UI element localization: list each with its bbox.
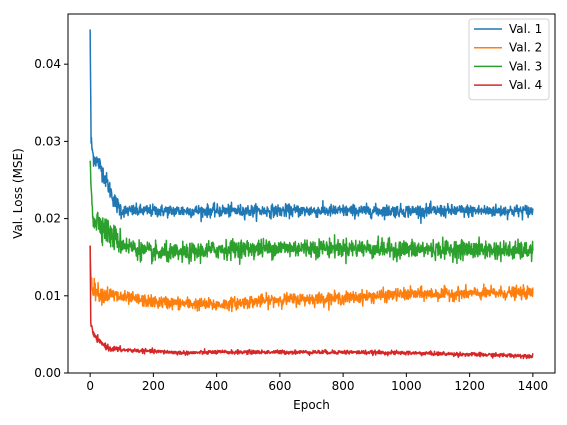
series-line-2 [89,245,534,313]
y-axis: 0.00 0.01 0.02 0.03 0.04 [34,57,68,380]
x-axis-label: Epoch [293,398,330,412]
legend: Val. 1 Val. 2 Val. 3 Val. 4 [468,18,550,101]
x-axis: 0 200 400 600 800 1000 1200 1400 [86,373,548,393]
series-line-4 [89,245,534,360]
legend-label-2: Val. 2 [509,41,542,55]
series-line-3 [89,160,534,266]
legend-label-1: Val. 1 [509,22,542,36]
x-tick-label: 600 [268,379,291,393]
x-tick-label: 1000 [391,379,422,393]
legend-label-3: Val. 3 [509,59,542,73]
series-line-1 [89,29,534,225]
legend-box [468,18,550,101]
x-tick-label: 200 [142,379,165,393]
y-tick-label: 0.02 [34,212,61,226]
y-axis-label: Val. Loss (MSE) [11,148,25,239]
x-tick-label: 800 [332,379,355,393]
x-tick-label: 1400 [518,379,549,393]
y-tick-label: 0.01 [34,289,61,303]
x-tick-label: 0 [86,379,94,393]
series-layer [89,29,534,360]
legend-label-4: Val. 4 [509,78,542,92]
x-tick-label: 400 [205,379,228,393]
y-tick-label: 0.03 [34,134,61,148]
plot-frame [67,13,556,374]
y-tick-label: 0.00 [34,366,61,380]
y-tick-label: 0.04 [34,57,61,71]
x-tick-label: 1200 [454,379,485,393]
